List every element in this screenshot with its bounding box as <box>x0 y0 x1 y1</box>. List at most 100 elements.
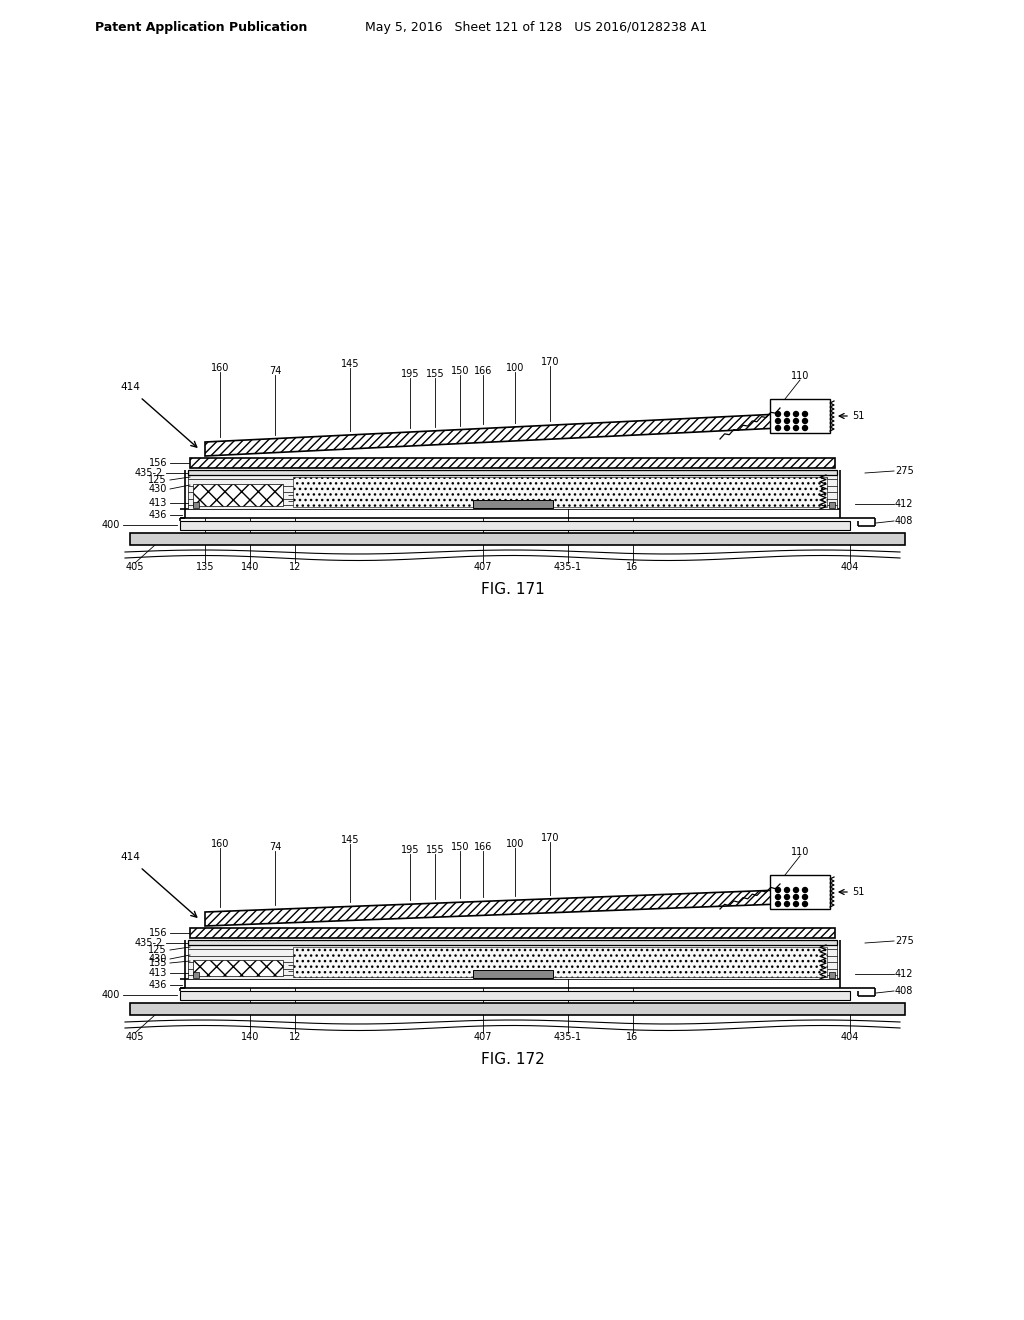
Bar <box>180 991 850 1001</box>
Circle shape <box>775 418 780 424</box>
Circle shape <box>803 425 808 430</box>
Text: 408: 408 <box>895 986 913 997</box>
Text: May 5, 2016   Sheet 121 of 128   US 2016/0128238 A1: May 5, 2016 Sheet 121 of 128 US 2016/012… <box>365 21 708 34</box>
Circle shape <box>794 902 799 907</box>
Bar <box>829 972 835 978</box>
Text: 195: 195 <box>400 370 419 379</box>
Text: 414: 414 <box>120 381 140 392</box>
Circle shape <box>775 425 780 430</box>
Bar <box>188 945 837 979</box>
Circle shape <box>775 412 780 417</box>
Circle shape <box>775 895 780 899</box>
Circle shape <box>784 895 790 899</box>
Circle shape <box>794 412 799 417</box>
Text: 405: 405 <box>126 562 144 572</box>
Text: 12: 12 <box>289 1032 301 1041</box>
Circle shape <box>794 895 799 899</box>
Text: 435-1: 435-1 <box>553 1032 582 1041</box>
Text: 155: 155 <box>426 845 444 855</box>
Text: 140: 140 <box>241 562 259 572</box>
Text: 170: 170 <box>541 833 559 843</box>
Text: 110: 110 <box>791 847 809 857</box>
Text: 160: 160 <box>211 840 229 849</box>
Text: 145: 145 <box>341 359 359 370</box>
Text: 156: 156 <box>148 458 167 469</box>
Text: 430: 430 <box>148 484 167 494</box>
Text: 16: 16 <box>627 562 639 572</box>
Circle shape <box>803 895 808 899</box>
Text: 166: 166 <box>474 842 493 851</box>
Bar <box>188 470 837 475</box>
Circle shape <box>784 425 790 430</box>
Bar <box>193 502 199 508</box>
Bar <box>188 475 837 510</box>
Text: 435-2: 435-2 <box>135 469 163 478</box>
Bar <box>130 1003 905 1015</box>
Text: FIG. 172: FIG. 172 <box>480 1052 545 1067</box>
Text: 51: 51 <box>852 887 864 898</box>
Text: 407: 407 <box>473 1032 492 1041</box>
Circle shape <box>803 412 808 417</box>
Text: 156: 156 <box>148 928 167 939</box>
Text: 110: 110 <box>791 371 809 381</box>
Circle shape <box>794 425 799 430</box>
Text: 170: 170 <box>541 356 559 367</box>
Text: 405: 405 <box>126 1032 144 1041</box>
Circle shape <box>775 902 780 907</box>
Text: 140: 140 <box>241 1032 259 1041</box>
Polygon shape <box>770 399 830 433</box>
Polygon shape <box>193 484 283 506</box>
Bar <box>472 500 553 508</box>
Text: 430: 430 <box>148 954 167 964</box>
Text: 166: 166 <box>474 366 493 376</box>
Text: 135: 135 <box>196 562 214 572</box>
Text: 400: 400 <box>101 990 120 1001</box>
Text: 275: 275 <box>895 466 913 477</box>
Circle shape <box>803 887 808 892</box>
Text: 16: 16 <box>627 1032 639 1041</box>
Text: 414: 414 <box>120 851 140 862</box>
Text: 74: 74 <box>269 842 282 851</box>
Circle shape <box>784 887 790 892</box>
Polygon shape <box>770 875 830 909</box>
Text: 436: 436 <box>148 510 167 520</box>
Circle shape <box>794 418 799 424</box>
Text: 195: 195 <box>400 845 419 855</box>
Text: 135: 135 <box>148 958 167 968</box>
Text: 125: 125 <box>148 945 167 954</box>
Text: Patent Application Publication: Patent Application Publication <box>95 21 307 34</box>
Bar <box>190 458 835 469</box>
Circle shape <box>803 418 808 424</box>
Circle shape <box>775 887 780 892</box>
Text: 436: 436 <box>148 979 167 990</box>
Text: 275: 275 <box>895 936 913 946</box>
Text: 400: 400 <box>101 520 120 531</box>
Text: 51: 51 <box>852 411 864 421</box>
Text: 150: 150 <box>451 366 469 376</box>
Text: 407: 407 <box>473 562 492 572</box>
Bar <box>190 928 835 939</box>
Circle shape <box>784 412 790 417</box>
Text: 12: 12 <box>289 562 301 572</box>
Text: 100: 100 <box>506 840 524 849</box>
Text: 74: 74 <box>269 366 282 376</box>
Text: 160: 160 <box>211 363 229 374</box>
Text: FIG. 171: FIG. 171 <box>480 582 545 597</box>
Polygon shape <box>193 960 283 975</box>
Bar <box>180 521 850 531</box>
Bar <box>130 533 905 545</box>
Text: 150: 150 <box>451 842 469 851</box>
Bar <box>193 972 199 978</box>
Text: 413: 413 <box>148 968 167 978</box>
Text: 435-1: 435-1 <box>553 562 582 572</box>
Text: 412: 412 <box>895 499 913 510</box>
Bar <box>188 940 837 945</box>
Bar <box>472 970 553 978</box>
Text: 404: 404 <box>841 1032 859 1041</box>
Circle shape <box>784 902 790 907</box>
Text: 155: 155 <box>426 370 444 379</box>
Text: 145: 145 <box>341 836 359 845</box>
Circle shape <box>794 887 799 892</box>
Bar <box>293 946 827 977</box>
Polygon shape <box>205 890 780 927</box>
